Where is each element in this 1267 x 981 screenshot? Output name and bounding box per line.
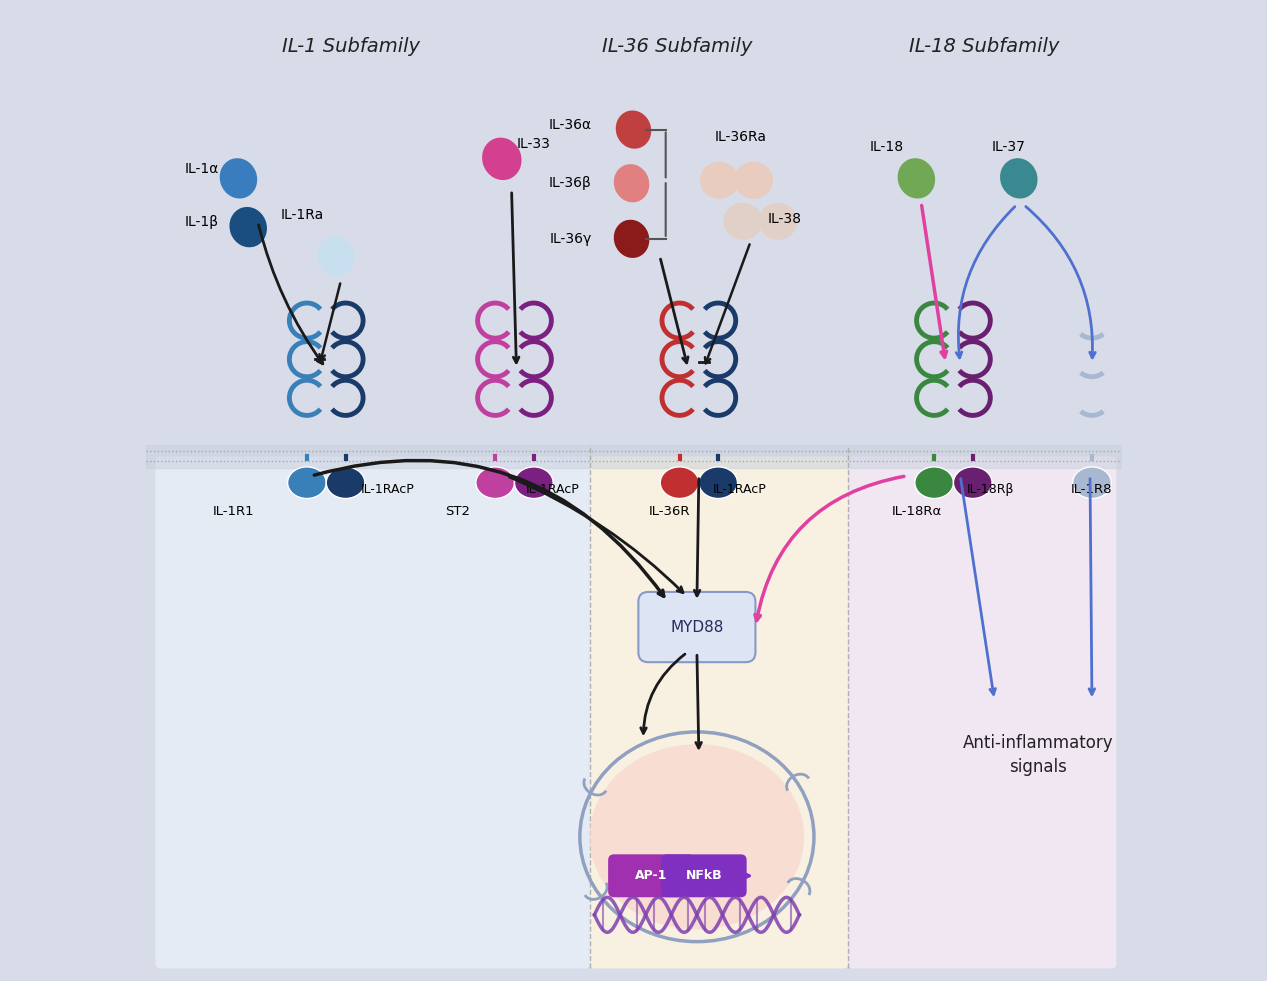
FancyBboxPatch shape [608,854,694,898]
Text: IL-36 Subfamily: IL-36 Subfamily [602,37,753,56]
Ellipse shape [915,467,954,498]
Ellipse shape [759,203,797,239]
FancyBboxPatch shape [589,456,848,968]
Ellipse shape [613,164,649,202]
Text: IL-1RAcP: IL-1RAcP [360,483,414,495]
Text: IL-18: IL-18 [870,140,905,154]
Text: IL-36β: IL-36β [549,177,592,190]
Text: AP-1: AP-1 [635,869,668,882]
Ellipse shape [613,220,649,258]
Ellipse shape [317,236,355,277]
Ellipse shape [326,467,365,498]
Text: IL-33: IL-33 [517,137,550,151]
Text: ST2: ST2 [446,505,470,518]
Ellipse shape [660,467,699,498]
Text: IL-1Ra: IL-1Ra [280,208,323,223]
FancyBboxPatch shape [848,456,1116,968]
Text: MYD88: MYD88 [670,620,723,635]
Text: IL-1RAcP: IL-1RAcP [526,483,580,495]
Ellipse shape [616,111,651,149]
FancyBboxPatch shape [156,456,589,968]
Text: IL-18Rα: IL-18Rα [891,505,941,518]
Text: NFkB: NFkB [685,869,722,882]
Ellipse shape [514,467,554,498]
Ellipse shape [229,207,267,247]
Text: IL-36α: IL-36α [549,118,592,131]
FancyBboxPatch shape [639,592,755,662]
Ellipse shape [219,158,257,198]
Text: IL-1β: IL-1β [185,215,219,230]
Ellipse shape [897,158,935,198]
Ellipse shape [1073,467,1111,498]
Ellipse shape [699,467,737,498]
Text: IL-18 Subfamily: IL-18 Subfamily [910,37,1060,56]
Ellipse shape [476,467,514,498]
Ellipse shape [954,467,992,498]
Text: IL-1RAcP: IL-1RAcP [712,483,767,495]
Ellipse shape [734,162,773,199]
Ellipse shape [723,203,763,239]
Text: IL-38: IL-38 [768,212,802,227]
Ellipse shape [589,745,805,929]
Ellipse shape [1000,158,1038,198]
Text: IL-36Ra: IL-36Ra [715,130,767,144]
Text: Anti-inflammatory
signals: Anti-inflammatory signals [963,735,1114,776]
Text: IL-18Rβ: IL-18Rβ [967,483,1015,495]
Text: IL-1R1: IL-1R1 [213,505,255,518]
Text: IL-37: IL-37 [992,140,1026,154]
Text: IL-36γ: IL-36γ [550,232,592,246]
Ellipse shape [481,137,522,181]
Text: IL-1R8: IL-1R8 [1071,483,1112,495]
Text: IL-1α: IL-1α [185,162,219,176]
Ellipse shape [288,467,326,498]
FancyBboxPatch shape [661,854,746,898]
Text: IL-36R: IL-36R [649,505,691,518]
Ellipse shape [699,162,739,199]
Text: IL-1 Subfamily: IL-1 Subfamily [281,37,419,56]
